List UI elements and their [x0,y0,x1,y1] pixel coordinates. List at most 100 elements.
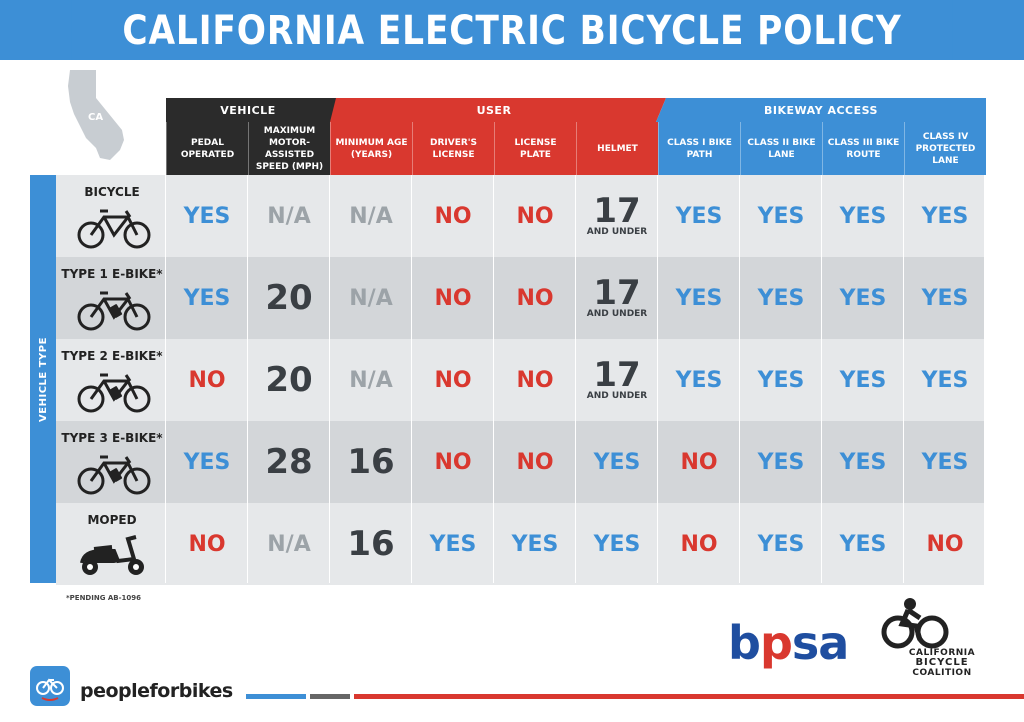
cell-value: N/A [349,367,393,393]
group-vehicle: VEHICLE [220,103,276,117]
cell-value: YES [593,531,641,557]
cell-value: NO [680,531,718,557]
cell-value: YES [675,285,723,311]
cell-value: NO [516,203,554,229]
bpsa-logo: bpsa [728,616,849,670]
cell-pedal-operated: YES [166,257,248,339]
cell-value: N/A [349,203,393,229]
cell-license-plate: NO [494,421,576,503]
cell-value: 16 [347,524,395,564]
cell-class-i: YES [658,175,740,257]
cell-license-plate: NO [494,339,576,421]
cell-helmet: 17 AND UNDER [576,175,658,257]
cell-value: YES [757,531,805,557]
column-header-class-iii: CLASS III BIKE ROUTE [822,122,904,175]
cell-class-iv: YES [904,175,986,257]
cell-value: N/A [267,531,311,557]
column-divider [165,175,166,583]
cell-value: YES [183,449,231,475]
cell-class-iii: YES [822,175,904,257]
cell-drivers-license: NO [412,257,494,339]
column-header-class-iv: CLASS IV PROTECTED LANE [904,122,986,175]
column-divider [493,175,494,583]
cell-class-iv: YES [904,339,986,421]
column-divider [247,175,248,583]
bicycle-icon [74,205,154,253]
group-bikeway-access: BIKEWAY ACCESS [764,103,878,117]
group-header-bands [166,98,986,122]
cell-drivers-license: NO [412,175,494,257]
cell-pedal-operated: NO [166,339,248,421]
cell-value: YES [839,367,887,393]
cell-value: 28 [265,442,313,482]
cell-max-speed: 28 [248,421,330,503]
cell-class-i: YES [658,339,740,421]
cell-drivers-license: YES [412,503,494,585]
column-header-drivers-license: DRIVER'S LICENSE [412,122,494,175]
cell-value: YES [757,203,805,229]
cell-value: YES [921,203,969,229]
column-divider [575,175,576,583]
cell-value: YES [675,203,723,229]
row-label: TYPE 1 E-BIKE* [61,267,163,281]
column-header-max-speed: MAXIMUM MOTOR-ASSISTED SPEED (MPH) [248,122,330,175]
cell-class-ii: YES [740,421,822,503]
cell-license-plate: YES [494,503,576,585]
cell-value: NO [434,367,472,393]
page-title: CALIFORNIA ELECTRIC BICYCLE POLICY [71,0,953,60]
cell-value: NO [188,531,226,557]
cell-value: YES [839,285,887,311]
cell-drivers-license: NO [412,421,494,503]
cbc-wordmark: CALIFORNIA BICYCLE COALITION [908,648,976,678]
cell-min-age: 16 [330,503,412,585]
cell-value: 17 [593,272,641,313]
cell-class-iii: YES [822,503,904,585]
column-divider [739,175,740,583]
row-label: BICYCLE [84,185,140,199]
cell-subtext: AND UNDER [586,226,648,237]
cell-min-age: N/A [330,257,412,339]
california-map-icon: CA [68,70,124,160]
cell-value: YES [593,449,641,475]
cell-pedal-operated: NO [166,503,248,585]
cell-class-i: YES [658,257,740,339]
cell-value: NO [516,367,554,393]
cell-subtext: AND UNDER [586,308,648,319]
cell-helmet: 17 AND UNDER [576,339,658,421]
footer-stripe-blue [246,694,306,699]
cell-max-speed: N/A [248,503,330,585]
cell-value: NO [926,531,964,557]
cell-value: YES [757,285,805,311]
cell-value: YES [921,367,969,393]
cell-value: 20 [265,278,313,318]
column-divider [821,175,822,583]
cell-drivers-license: NO [412,339,494,421]
cell-helmet: YES [576,421,658,503]
cell-value: NO [516,285,554,311]
cell-value: 17 [593,190,641,231]
cell-license-plate: NO [494,175,576,257]
cell-pedal-operated: YES [166,421,248,503]
cell-value: NO [188,367,226,393]
cyclist-icon [881,598,949,649]
footnote: *PENDING AB-1096 [66,594,142,602]
cell-value: NO [516,449,554,475]
cell-min-age: N/A [330,175,412,257]
cell-value: 16 [347,442,395,482]
cell-class-i: NO [658,503,740,585]
cell-class-ii: YES [740,503,822,585]
cell-value: YES [839,449,887,475]
cell-value: N/A [267,203,311,229]
cell-helmet: 17 AND UNDER [576,257,658,339]
cell-value: 17 [593,354,641,395]
cell-helmet: YES [576,503,658,585]
cell-value: NO [434,449,472,475]
cell-class-iii: YES [822,257,904,339]
ebike-icon [74,287,154,335]
cell-class-i: NO [658,421,740,503]
cell-max-speed: N/A [248,175,330,257]
cell-value: NO [434,203,472,229]
cell-value: 20 [265,360,313,400]
cell-class-iv: YES [904,257,986,339]
cell-value: YES [839,203,887,229]
